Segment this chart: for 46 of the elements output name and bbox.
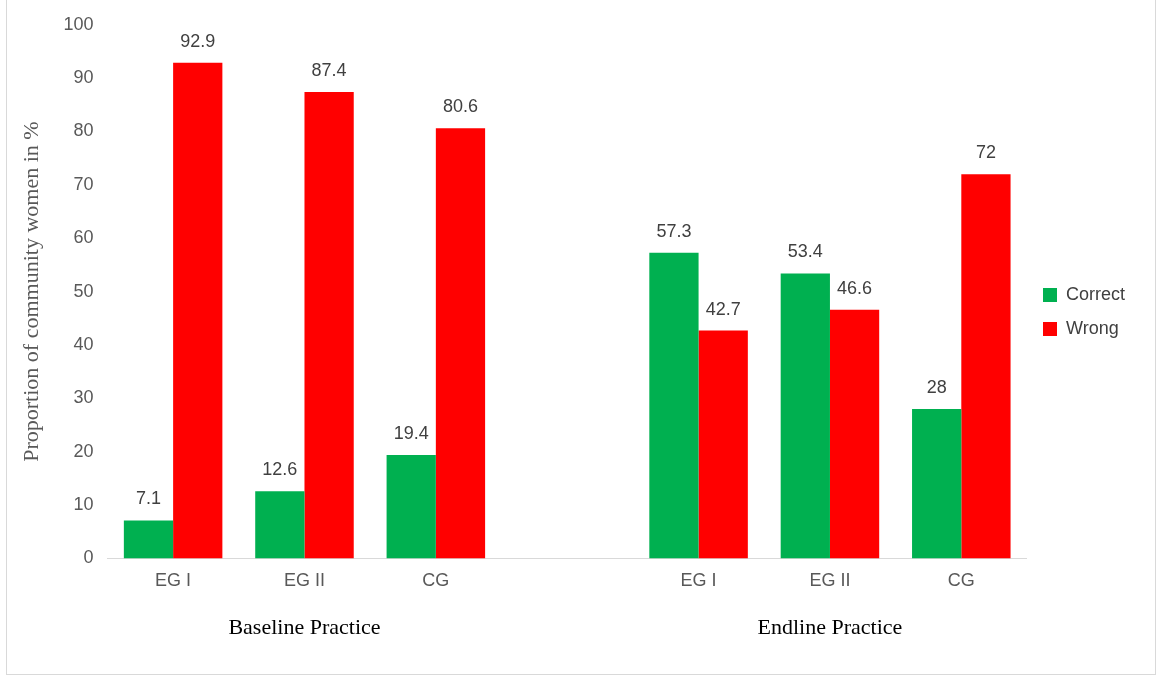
y-axis-title: Proportion of community women in % xyxy=(17,121,43,462)
data-label: 28 xyxy=(926,376,947,397)
bar xyxy=(255,491,305,559)
y-tick-label: 80 xyxy=(73,120,94,141)
data-label: 12.6 xyxy=(262,459,298,480)
bar xyxy=(435,128,486,559)
y-tick-label: 60 xyxy=(73,227,94,248)
data-label: 72 xyxy=(975,142,996,163)
bar xyxy=(386,454,436,559)
data-label: 7.1 xyxy=(135,488,161,509)
bar xyxy=(649,252,699,559)
data-label: 57.3 xyxy=(656,220,692,241)
y-tick-label: 0 xyxy=(83,547,94,568)
data-label: 80.6 xyxy=(442,96,478,117)
x-tick-label: EG II xyxy=(809,570,851,591)
data-label: 42.7 xyxy=(705,298,741,319)
legend-label: Wrong xyxy=(1065,317,1119,338)
bar xyxy=(123,520,174,559)
y-tick-label: 100 xyxy=(63,13,94,34)
bar xyxy=(961,174,1011,559)
y-tick-label: 10 xyxy=(73,494,94,515)
data-label: 87.4 xyxy=(311,60,347,80)
y-tick-label: 20 xyxy=(73,440,94,461)
x-tick-label: CG xyxy=(422,570,450,591)
data-label: 19.4 xyxy=(393,422,429,443)
bar xyxy=(912,408,962,559)
y-tick-label: 90 xyxy=(73,67,94,88)
x-tick-label: EG I xyxy=(680,570,717,591)
y-tick-label: 40 xyxy=(73,333,94,354)
bar xyxy=(173,62,223,559)
y-tick-label: 50 xyxy=(73,280,94,301)
x-tick-label: EG II xyxy=(283,570,325,591)
x-tick-label: CG xyxy=(947,570,975,591)
bar xyxy=(698,330,748,559)
text: Endline Practice xyxy=(757,614,903,640)
bar xyxy=(304,92,354,559)
y-tick-label: 70 xyxy=(73,173,94,194)
text: Baseline Practice xyxy=(228,614,381,640)
data-label: 53.4 xyxy=(787,241,823,262)
data-label: 46.6 xyxy=(837,277,873,298)
bar xyxy=(780,273,830,559)
legend-label: Correct xyxy=(1065,283,1126,304)
bar xyxy=(829,309,880,559)
data-label: 92.9 xyxy=(180,30,216,51)
y-tick-label: 30 xyxy=(73,387,94,408)
x-tick-label: EG I xyxy=(155,570,192,591)
